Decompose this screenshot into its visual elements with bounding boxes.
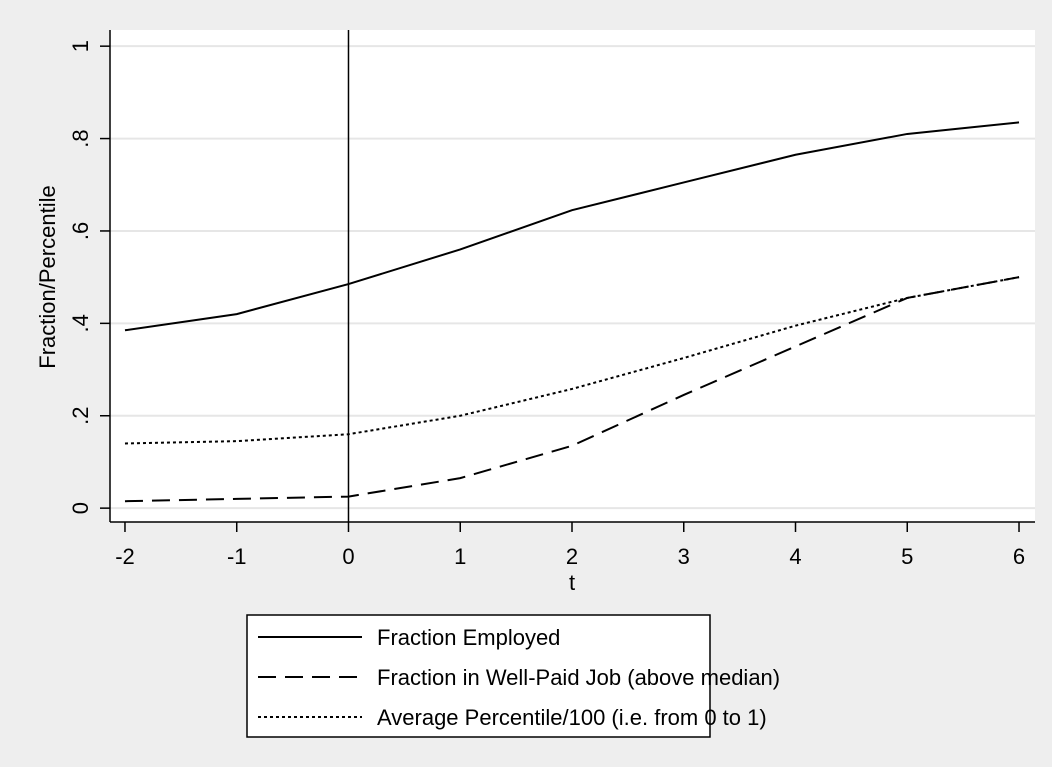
- x-tick-label: -1: [227, 544, 247, 569]
- x-tick-label: -2: [115, 544, 135, 569]
- series-line: [124, 276, 1020, 445]
- y-tick-label: .2: [68, 407, 93, 425]
- series-line: [124, 276, 1020, 503]
- plot-area: [110, 30, 1035, 522]
- y-tick-label: .6: [68, 222, 93, 240]
- x-tick-label: 2: [566, 544, 578, 569]
- x-axis-label: t: [569, 570, 575, 595]
- x-tick-label: 3: [678, 544, 690, 569]
- y-tick-label: 0: [68, 502, 93, 514]
- y-tick-label: .4: [68, 314, 93, 332]
- y-tick-label: .8: [68, 129, 93, 147]
- series-line: [124, 121, 1020, 332]
- x-tick-label: 1: [454, 544, 466, 569]
- y-tick-label: 1: [68, 40, 93, 52]
- legend-label: Average Percentile/100 (i.e. from 0 to 1…: [377, 705, 767, 730]
- x-tick-label: 4: [789, 544, 801, 569]
- y-axis-label: Fraction/Percentile: [35, 185, 60, 368]
- x-tick-label: 0: [342, 544, 354, 569]
- legend-label: Fraction Employed: [377, 625, 560, 650]
- x-tick-label: 6: [1013, 544, 1025, 569]
- x-tick-label: 5: [901, 544, 913, 569]
- legend-label: Fraction in Well-Paid Job (above median): [377, 665, 780, 690]
